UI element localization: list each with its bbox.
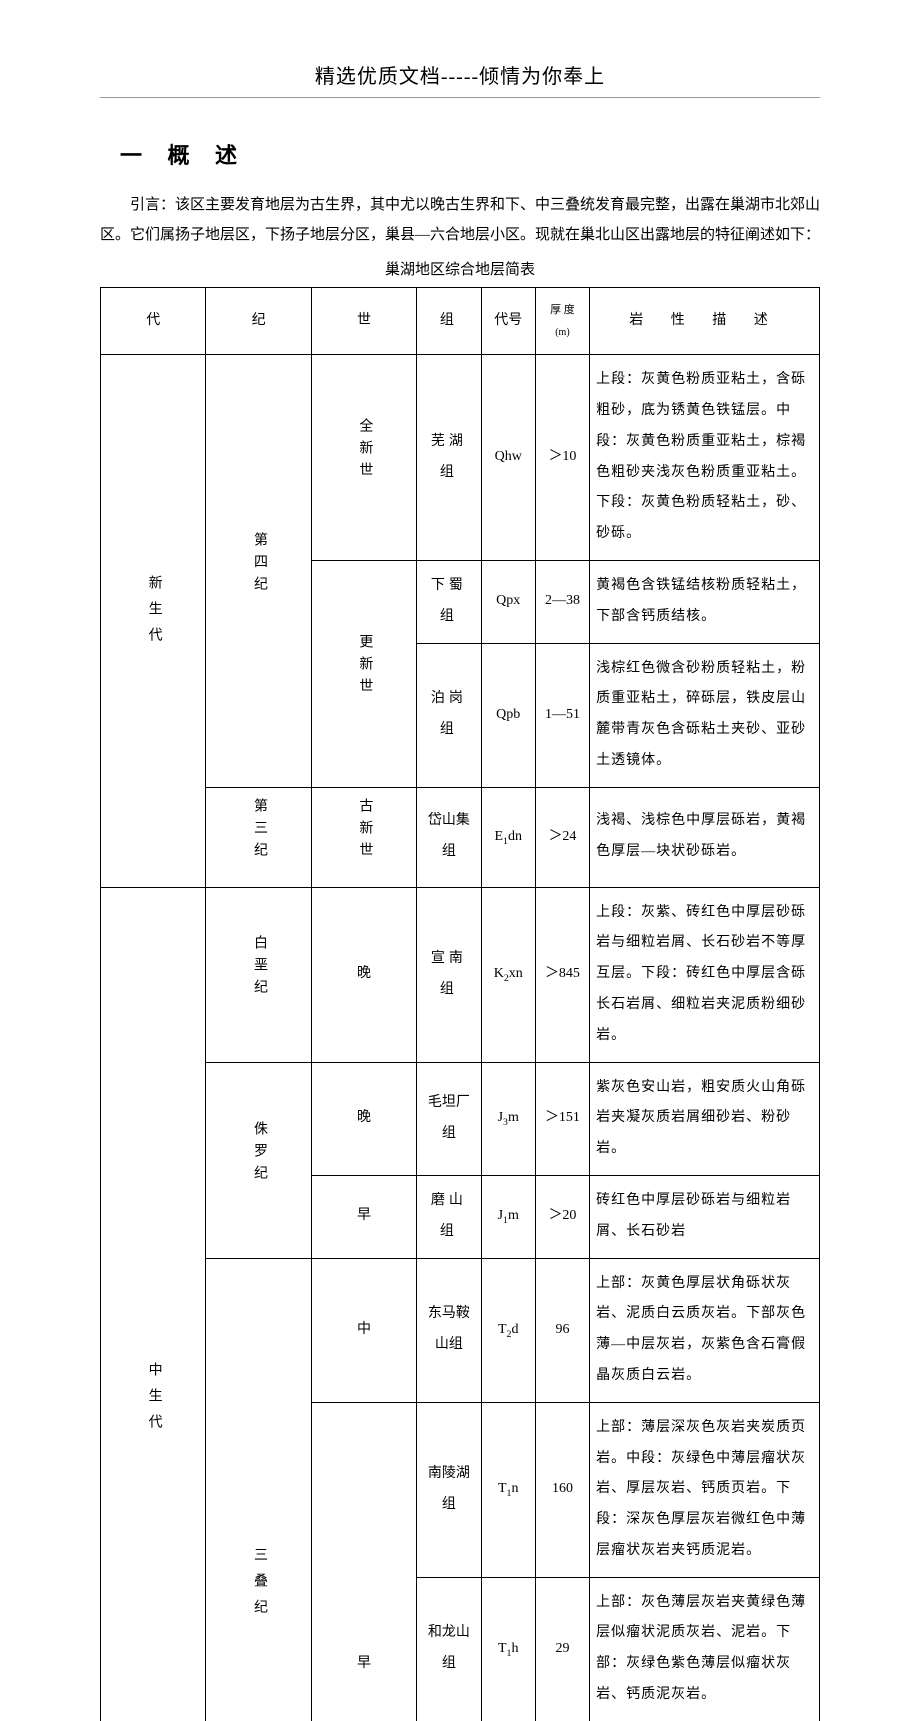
cell-group: 南陵湖组 — [417, 1402, 481, 1577]
era-label: 中生代 — [138, 1362, 169, 1440]
th-group: 组 — [417, 288, 481, 355]
cell-code: K2xn — [481, 887, 535, 1062]
period-label: 白垩纪 — [243, 935, 274, 1001]
th-thick-unit: (m) — [542, 322, 583, 344]
cell-desc: 黄褐色含铁锰结核粉质轻粘土，下部含钙质结核。 — [590, 560, 820, 643]
cell-desc: 上部：灰色薄层灰岩夹黄绿色薄层似瘤状泥质灰岩、泥岩。下部：灰绿色紫色薄层似瘤状灰… — [590, 1577, 820, 1721]
th-thick-label: 厚 度 — [542, 298, 583, 322]
period-label: 三叠纪 — [243, 1547, 274, 1625]
th-code: 代号 — [481, 288, 535, 355]
th-desc: 岩 性 描 述 — [590, 288, 820, 355]
cell-epoch-middle: 中 — [311, 1258, 416, 1402]
epoch-label: 全新世 — [349, 418, 380, 484]
section-number: 一 — [120, 143, 152, 168]
cell-desc: 上段：灰黄色粉质亚粘土，含砾粗砂，底为锈黄色铁锰层。中段：灰黄色粉质重亚粘土，棕… — [590, 355, 820, 561]
table-header-row: 代 纪 世 组 代号 厚 度 (m) 岩 性 描 述 — [101, 288, 820, 355]
table-row: 侏罗纪 晚 毛坦厂组 J3m ＞151 紫灰色安山岩，粗安质火山角砾岩夹凝灰质岩… — [101, 1062, 820, 1175]
period-label: 第四纪 — [243, 532, 274, 598]
cell-era-cenozoic: 新生代 — [101, 355, 206, 887]
cell-thick: 2—38 — [535, 560, 589, 643]
cell-group: 和龙山组 — [417, 1577, 481, 1721]
cell-code: Qhw — [481, 355, 535, 561]
cell-thick: 160 — [535, 1402, 589, 1577]
cell-group: 东马鞍山组 — [417, 1258, 481, 1402]
cell-desc: 砖红色中厚层砂砾岩与细粒岩屑、长石砂岩 — [590, 1175, 820, 1258]
cell-thick: 29 — [535, 1577, 589, 1721]
cell-code: E1dn — [481, 787, 535, 887]
cell-code: T1n — [481, 1402, 535, 1577]
cell-thick: 1—51 — [535, 643, 589, 787]
cell-thick: ＞20 — [535, 1175, 589, 1258]
cell-desc: 浅褐、浅棕色中厚层砾岩，黄褐色厚层—块状砂砾岩。 — [590, 787, 820, 887]
cell-period-tertiary: 第三纪 — [206, 787, 311, 887]
cell-desc: 浅棕红色微含砂粉质轻粘土，粉质重亚粘土，碎砾层，铁皮层山麓带青灰色含砾粘土夹砂、… — [590, 643, 820, 787]
period-label: 第三纪 — [243, 798, 274, 864]
cell-group: 岱山集组 — [417, 787, 481, 887]
cell-thick: 96 — [535, 1258, 589, 1402]
section-heading: 一 概 述 — [100, 138, 820, 170]
cell-epoch-late: 晚 — [311, 1062, 416, 1175]
page-header: 精选优质文档-----倾情为你奉上 — [100, 60, 820, 98]
cell-group: 宣南组 — [417, 887, 481, 1062]
cell-code: Qpb — [481, 643, 535, 787]
th-period: 纪 — [206, 288, 311, 355]
cell-epoch-early: 早 — [311, 1175, 416, 1258]
cell-group: 磨山组 — [417, 1175, 481, 1258]
table-row: 第三纪 古新世 岱山集组 E1dn ＞24 浅褐、浅棕色中厚层砾岩，黄褐色厚层—… — [101, 787, 820, 887]
era-label: 新生代 — [138, 575, 169, 653]
cell-era-mesozoic: 中生代 — [101, 887, 206, 1721]
epoch-label: 古新世 — [349, 798, 380, 864]
th-thickness: 厚 度 (m) — [535, 288, 589, 355]
table-caption: 巢湖地区综合地层简表 — [100, 258, 820, 279]
epoch-label: 更新世 — [349, 634, 380, 700]
cell-desc: 上段：灰紫、砖红色中厚层砂砾岩与细粒岩屑、长石砂岩不等厚互层。下段：砖红色中厚层… — [590, 887, 820, 1062]
stratigraphy-table: 代 纪 世 组 代号 厚 度 (m) 岩 性 描 述 新生代 第四纪 全新世 芜… — [100, 287, 820, 1721]
cell-epoch-paleocene: 古新世 — [311, 787, 416, 887]
cell-group: 毛坦厂组 — [417, 1062, 481, 1175]
table-row: 三叠纪 中 东马鞍山组 T2d 96 上部：灰黄色厚层状角砾状灰岩、泥质白云质灰… — [101, 1258, 820, 1402]
section-title: 概 述 — [168, 143, 248, 168]
table-row: 新生代 第四纪 全新世 芜湖组 Qhw ＞10 上段：灰黄色粉质亚粘土，含砾粗砂… — [101, 355, 820, 561]
cell-desc: 紫灰色安山岩，粗安质火山角砾岩夹凝灰质岩屑细砂岩、粉砂岩。 — [590, 1062, 820, 1175]
cell-code: Qpx — [481, 560, 535, 643]
cell-code: T2d — [481, 1258, 535, 1402]
cell-thick: ＞151 — [535, 1062, 589, 1175]
cell-epoch-early: 早 — [311, 1402, 416, 1721]
cell-group: 下蜀组 — [417, 560, 481, 643]
cell-epoch-late: 晚 — [311, 887, 416, 1062]
cell-desc: 上部：灰黄色厚层状角砾状灰岩、泥质白云质灰岩。下部灰色薄—中层灰岩，灰紫色含石膏… — [590, 1258, 820, 1402]
period-label: 侏罗纪 — [243, 1121, 274, 1187]
cell-period-cretaceous: 白垩纪 — [206, 887, 311, 1062]
th-era: 代 — [101, 288, 206, 355]
cell-epoch-holocene: 全新世 — [311, 355, 416, 561]
cell-thick: ＞845 — [535, 887, 589, 1062]
cell-period-quaternary: 第四纪 — [206, 355, 311, 788]
cell-period-jurassic: 侏罗纪 — [206, 1062, 311, 1258]
th-epoch: 世 — [311, 288, 416, 355]
cell-code: T1h — [481, 1577, 535, 1721]
cell-group: 芜湖组 — [417, 355, 481, 561]
cell-period-triassic: 三叠纪 — [206, 1258, 311, 1721]
cell-desc: 上部：薄层深灰色灰岩夹炭质页岩。中段：灰绿色中薄层瘤状灰岩、厚层灰岩、钙质页岩。… — [590, 1402, 820, 1577]
cell-code: J1m — [481, 1175, 535, 1258]
cell-thick: ＞10 — [535, 355, 589, 561]
table-row: 中生代 白垩纪 晚 宣南组 K2xn ＞845 上段：灰紫、砖红色中厚层砂砾岩与… — [101, 887, 820, 1062]
cell-code: J3m — [481, 1062, 535, 1175]
cell-group: 泊岗组 — [417, 643, 481, 787]
intro-paragraph: 引言：该区主要发育地层为古生界，其中尤以晚古生界和下、中三叠统发育最完整，出露在… — [100, 190, 820, 250]
cell-epoch-pleistocene: 更新世 — [311, 560, 416, 787]
cell-thick: ＞24 — [535, 787, 589, 887]
